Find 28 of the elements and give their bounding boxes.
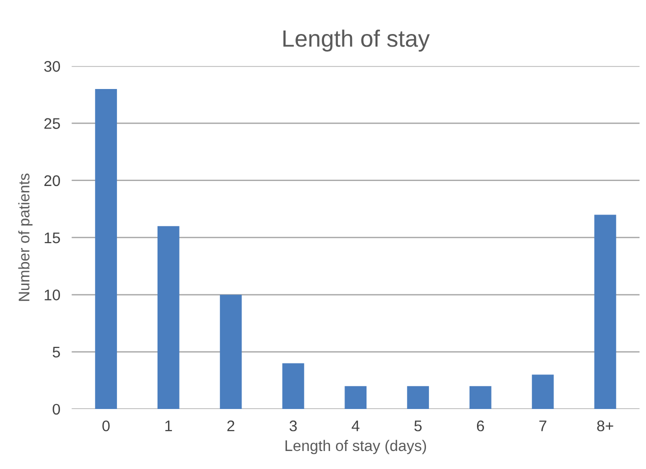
x-tick-label: 6 [476, 420, 484, 432]
y-tick-label: 0 [52, 404, 60, 415]
bar [282, 363, 304, 409]
chart-title: Length of stay [283, 30, 430, 52]
y-tick-label: 25 [44, 118, 60, 129]
y-tick-label: 20 [44, 175, 60, 186]
y-tick-label: 30 [44, 60, 60, 72]
y-tick-label: 5 [52, 346, 60, 358]
y-axis-title: Number of patients [18, 174, 32, 301]
bar [594, 214, 616, 409]
bar [407, 386, 429, 409]
x-tick-label: 2 [227, 420, 234, 432]
bar [158, 226, 180, 409]
x-axis-title: Length of stay (days) [286, 440, 426, 454]
x-tick-label: 5 [414, 420, 422, 432]
x-tick-label: 7 [539, 420, 546, 432]
x-tick-label: 1 [165, 420, 172, 432]
y-tick-label: 15 [44, 232, 60, 244]
bar [95, 88, 117, 409]
x-tick-label: 4 [352, 420, 360, 432]
x-tick-label: 3 [290, 420, 297, 432]
bar [532, 374, 554, 409]
bar [470, 386, 492, 409]
x-tick-label: 0 [102, 420, 110, 432]
bar [220, 294, 242, 409]
x-tick-label: 8+ [597, 420, 614, 432]
bar [344, 386, 367, 409]
y-tick-label: 10 [44, 290, 60, 300]
